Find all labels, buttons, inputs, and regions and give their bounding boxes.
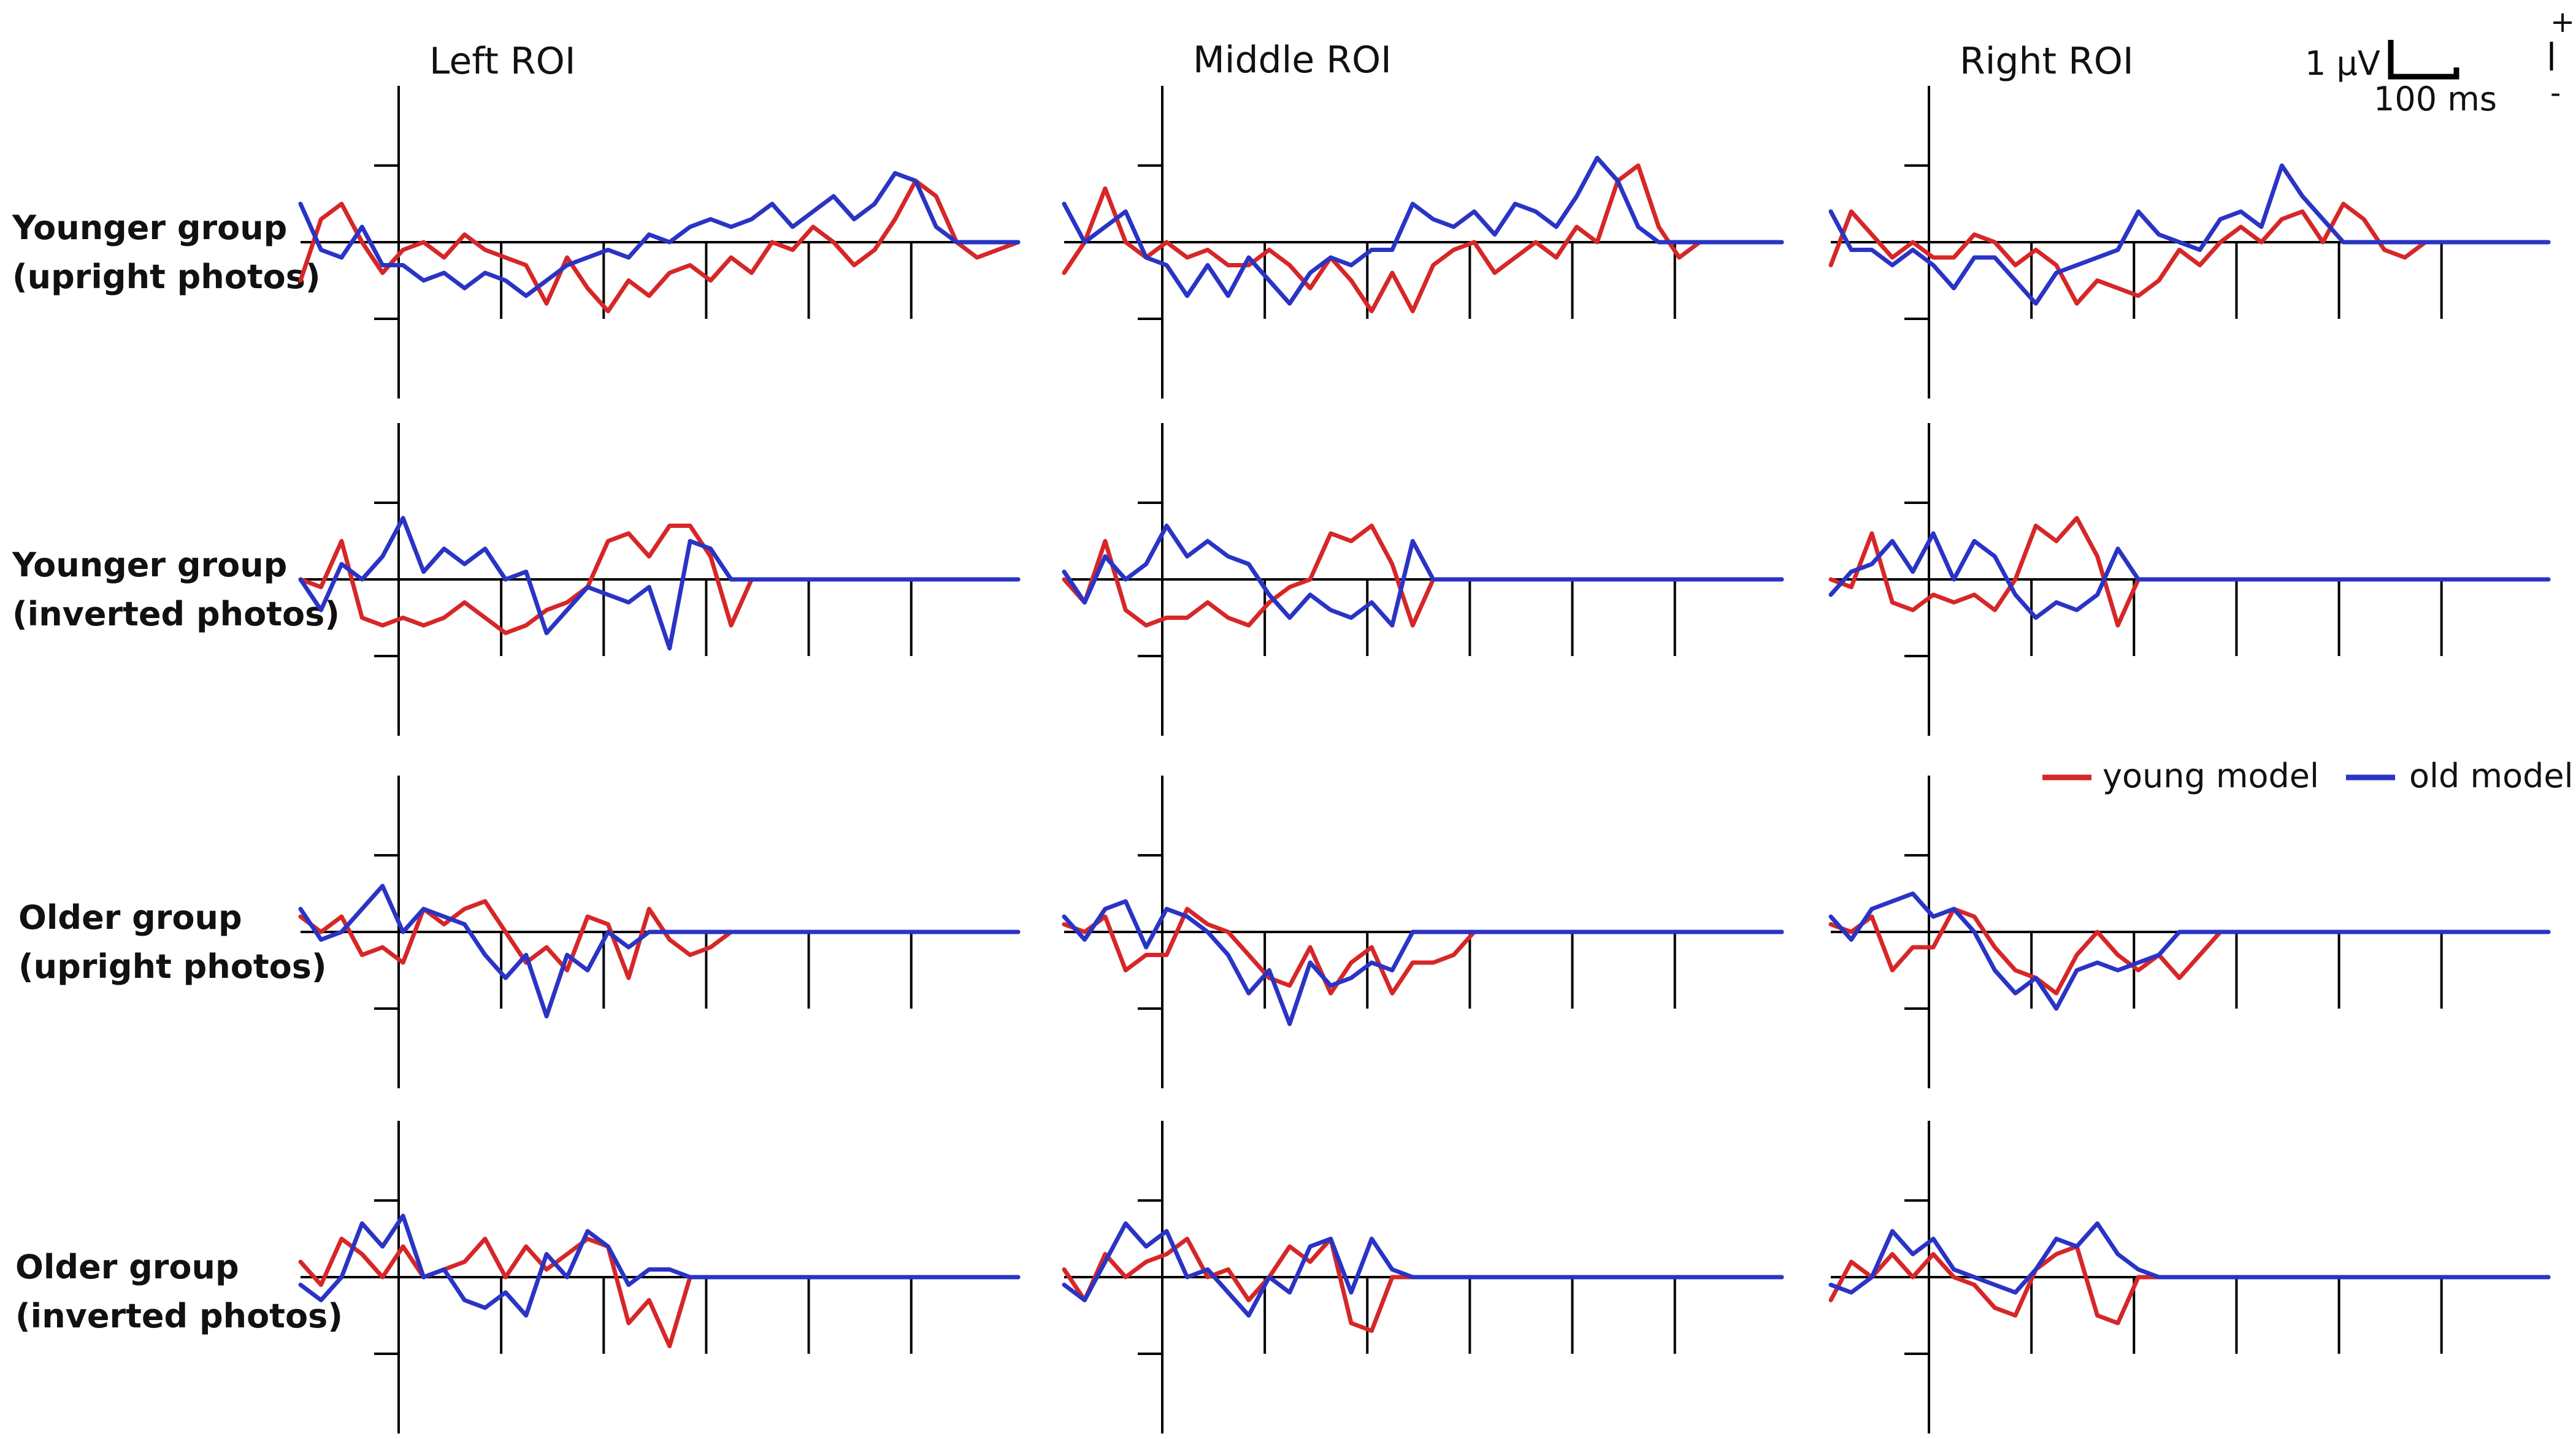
row-label-line2: (upright photos) — [12, 258, 321, 296]
panel-r2-c0 — [298, 776, 1021, 1088]
panel-r0-c1 — [1062, 86, 1784, 399]
scale-bar: 1 µV 100 ms — [2305, 40, 2497, 118]
trace-old-model — [298, 516, 1021, 651]
trace-young-model — [1062, 163, 1784, 313]
row-label-line1: Younger group — [12, 546, 287, 584]
trace-old-model — [1828, 1221, 2551, 1295]
trace-old-model — [1062, 524, 1784, 628]
legend-label-young-model: young model — [2103, 757, 2319, 795]
row-label-younger-upright: Younger group (upright photos) — [12, 208, 321, 296]
polarity-negative: - — [2550, 76, 2561, 110]
row-label-line1: Older group — [18, 898, 242, 937]
legend: young model old model — [2042, 757, 2574, 795]
trace-old-model — [298, 1213, 1021, 1318]
panels — [298, 86, 2551, 1433]
trace-old-model — [1828, 163, 2551, 306]
panel-r1-c2 — [1828, 423, 2551, 736]
panel-r2-c2 — [1828, 776, 2551, 1088]
scale-amplitude-label: 1 µV — [2305, 44, 2380, 83]
trace-young-model — [298, 178, 1021, 313]
column-title-right-roi: Right ROI — [1960, 40, 2134, 83]
row-label-older-upright: Older group (upright photos) — [18, 898, 327, 986]
row-label-line2: (upright photos) — [18, 947, 327, 986]
trace-old-model — [1828, 531, 2551, 620]
panel-r0-c2 — [1828, 86, 2551, 399]
trace-old-model — [1062, 1221, 1784, 1318]
row-label-line1: Younger group — [12, 208, 287, 247]
trace-old-model — [1062, 899, 1784, 1026]
panel-r3-c0 — [298, 1121, 1021, 1433]
scale-time-label: 100 ms — [2374, 80, 2497, 118]
trace-old-model — [298, 884, 1021, 1018]
trace-old-model — [1828, 891, 2551, 1011]
panel-r3-c2 — [1828, 1121, 2551, 1433]
trace-old-model — [1062, 156, 1784, 306]
panel-r1-c0 — [298, 423, 1021, 736]
column-title-middle-roi: Middle ROI — [1193, 39, 1392, 82]
panel-r3-c1 — [1062, 1121, 1784, 1433]
row-label-line1: Older group — [15, 1248, 239, 1286]
row-label-line2: (inverted photos) — [15, 1297, 343, 1335]
panel-r2-c1 — [1062, 776, 1784, 1088]
trace-old-model — [298, 171, 1021, 298]
polarity-indicator: + - — [2550, 5, 2575, 110]
panel-r0-c0 — [298, 86, 1021, 399]
polarity-positive: + — [2550, 5, 2575, 39]
scale-bar-bracket — [2388, 40, 2459, 80]
row-label-older-inverted: Older group (inverted photos) — [15, 1248, 343, 1335]
row-label-younger-inverted: Younger group (inverted photos) — [12, 546, 340, 633]
panel-r1-c1 — [1062, 423, 1784, 736]
legend-label-old-model: old model — [2409, 757, 2574, 795]
row-label-line2: (inverted photos) — [12, 595, 340, 633]
column-title-left-roi: Left ROI — [429, 40, 576, 83]
